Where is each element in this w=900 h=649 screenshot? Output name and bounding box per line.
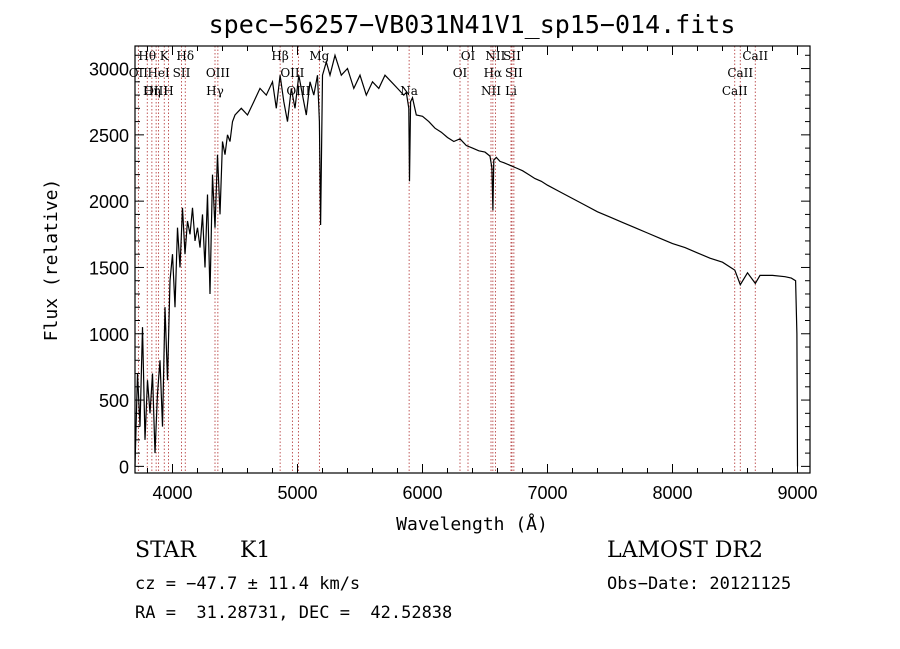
line-label-4: HeI — [147, 66, 170, 80]
line-label-8: H — [163, 84, 173, 98]
obs-date: Obs−Date: 20121125 — [607, 574, 792, 594]
x-tick-label: 9000 — [777, 483, 817, 503]
line-label-24: CaII — [742, 49, 768, 63]
line-label-1: K — [160, 49, 170, 63]
spectrum-series-line — [134, 53, 799, 467]
line-label-9: OIII — [206, 66, 230, 80]
y-tick-label: 0 — [119, 457, 129, 477]
line-label-16: OI — [461, 49, 476, 63]
line-label-14: Mg — [309, 49, 329, 63]
line-label-26: CaII — [722, 84, 748, 98]
x-axis-ticks: 4000 5000 6000 7000 8000 9000 — [147, 46, 818, 503]
line-label-19: SII — [503, 49, 521, 63]
line-label-0: Hθ — [138, 49, 156, 63]
line-label-5: SII — [173, 66, 191, 80]
y-tick-label: 3000 — [89, 60, 129, 80]
y-axis-label: Flux (relative) — [41, 179, 62, 342]
line-label-15: Na — [400, 84, 418, 98]
line-label-17: OI — [453, 66, 468, 80]
line-label-6: OIII — [144, 84, 168, 98]
x-tick-label: 7000 — [527, 483, 567, 503]
y-tick-label: 500 — [99, 391, 129, 411]
line-label-18: NII — [485, 49, 505, 63]
redshift-cz: cz = −47.7 ± 11.4 km/s — [135, 574, 361, 594]
chart-title: spec−56257−VB031N41V1_sp15−014.fits — [209, 10, 736, 39]
line-label-21: SII — [505, 66, 523, 80]
y-tick-label: 1500 — [89, 258, 129, 278]
line-label-7: Hη — [143, 84, 161, 98]
line-label-10: Hγ — [206, 84, 224, 98]
y-tick-label: 2500 — [89, 126, 129, 146]
line-label-25: CaII — [727, 66, 753, 80]
x-tick-label: 4000 — [152, 483, 192, 503]
ra-dec: RA = 31.28731, DEC = 42.52838 — [135, 603, 453, 623]
y-tick-label: 2000 — [89, 192, 129, 212]
line-label-22: NII — [481, 84, 501, 98]
plot-frame — [134, 45, 811, 474]
x-tick-label: 8000 — [652, 483, 692, 503]
line-label-11: Hβ — [271, 49, 288, 63]
line-label-20: Hα — [484, 66, 503, 80]
line-label-2: Hδ — [176, 49, 194, 63]
object-class: STAR — [135, 538, 196, 563]
line-label-12: OIII — [280, 66, 304, 80]
x-tick-label: 6000 — [402, 483, 442, 503]
object-subclass: K1 — [240, 538, 271, 563]
x-tick-label: 5000 — [277, 483, 317, 503]
y-tick-label: 1000 — [89, 325, 129, 345]
spectrum-chart: spec−56257−VB031N41V1_sp15−014.fits Hθ K H… — [41, 10, 818, 535]
line-label-23: Li — [505, 84, 517, 98]
line-label-3: OII — [129, 66, 149, 80]
y-axis-ticks: 0 500 1000 1500 2000 2500 3000 — [89, 54, 810, 477]
survey-name: LAMOST DR2 — [607, 538, 763, 563]
x-axis-label: Wavelength (Å) — [396, 513, 548, 535]
